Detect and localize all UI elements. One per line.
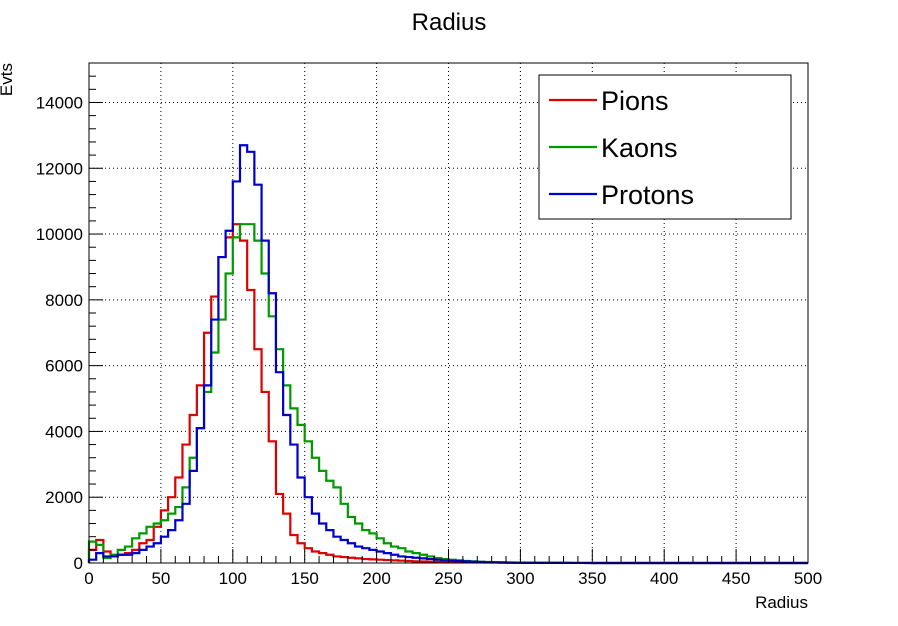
y-axis-title: Evts (0, 63, 16, 96)
x-tick-label: 350 (578, 569, 606, 588)
x-tick-label: 400 (650, 569, 678, 588)
y-tick-label: 14000 (36, 93, 83, 112)
x-tick-label: 250 (434, 569, 462, 588)
y-tick-label: 4000 (45, 422, 83, 441)
x-tick-label: 50 (151, 569, 170, 588)
x-tick-label: 150 (291, 569, 319, 588)
legend: Pions Kaons Protons (538, 74, 792, 220)
x-tick-label: 100 (219, 569, 247, 588)
x-tick-label: 450 (722, 569, 750, 588)
legend-label-pions: Pions (601, 86, 669, 116)
y-tick-label: 2000 (45, 488, 83, 507)
y-tick-label: 12000 (36, 159, 83, 178)
x-tick-label: 200 (362, 569, 390, 588)
chart-title: Radius (412, 9, 487, 36)
x-axis-title: Radius (755, 593, 808, 612)
y-tick-label: 6000 (45, 357, 83, 376)
y-tick-label: 0 (74, 554, 83, 573)
x-tick-label: 300 (506, 569, 534, 588)
x-tick-label: 0 (84, 569, 93, 588)
legend-label-kaons: Kaons (601, 133, 678, 163)
y-tick-label: 8000 (45, 291, 83, 310)
legend-label-protons: Protons (601, 180, 694, 210)
y-tick-label: 10000 (36, 225, 83, 244)
x-tick-label: 500 (794, 569, 822, 588)
axes: 0 50 100 150 200 250 300 350 400 450 500 0 2000 4000 6… (36, 62, 822, 588)
